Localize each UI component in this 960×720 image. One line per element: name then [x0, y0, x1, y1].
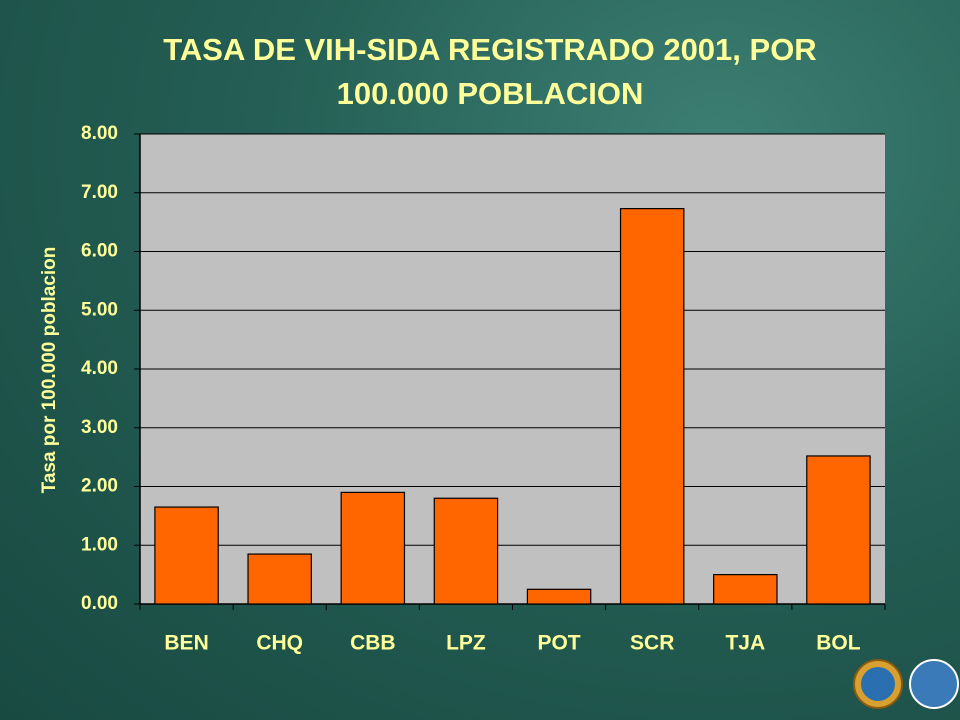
who-logo	[909, 659, 959, 709]
x-tick-label: CBB	[350, 632, 396, 655]
bar	[526, 588, 592, 605]
y-tick-label: 1.00	[81, 534, 118, 555]
y-tick-label: 7.00	[81, 182, 118, 203]
bar	[806, 455, 871, 605]
bar	[713, 574, 778, 605]
bar	[433, 497, 499, 605]
y-tick-label: 8.00	[81, 123, 118, 144]
y-tick-label: 0.00	[81, 593, 118, 614]
y-tick-label: 3.00	[81, 417, 118, 438]
bar	[340, 491, 406, 605]
y-axis-label: Tasa por 100.000 poblacion	[39, 247, 60, 494]
y-tick-label: 6.00	[81, 241, 118, 262]
y-tick-label: 5.00	[81, 299, 118, 320]
x-tick-label: BEN	[164, 632, 208, 655]
x-tick-label: POT	[537, 632, 580, 655]
globe-inner	[861, 667, 895, 701]
bar	[247, 553, 312, 605]
y-tick-label: 2.00	[81, 476, 118, 497]
x-tick-label: BOL	[816, 632, 861, 655]
y-tick-label: 4.00	[81, 358, 118, 379]
logos	[853, 659, 959, 709]
x-tick-label: TJA	[725, 632, 765, 655]
bar	[154, 506, 219, 605]
chart-title: TASA DE VIH-SIDA REGISTRADO 2001, POR 10…	[163, 32, 817, 111]
x-tick-label: CHQ	[256, 632, 303, 655]
x-tick-label: SCR	[630, 632, 674, 655]
bar	[619, 208, 685, 605]
x-tick-label: LPZ	[446, 632, 486, 655]
